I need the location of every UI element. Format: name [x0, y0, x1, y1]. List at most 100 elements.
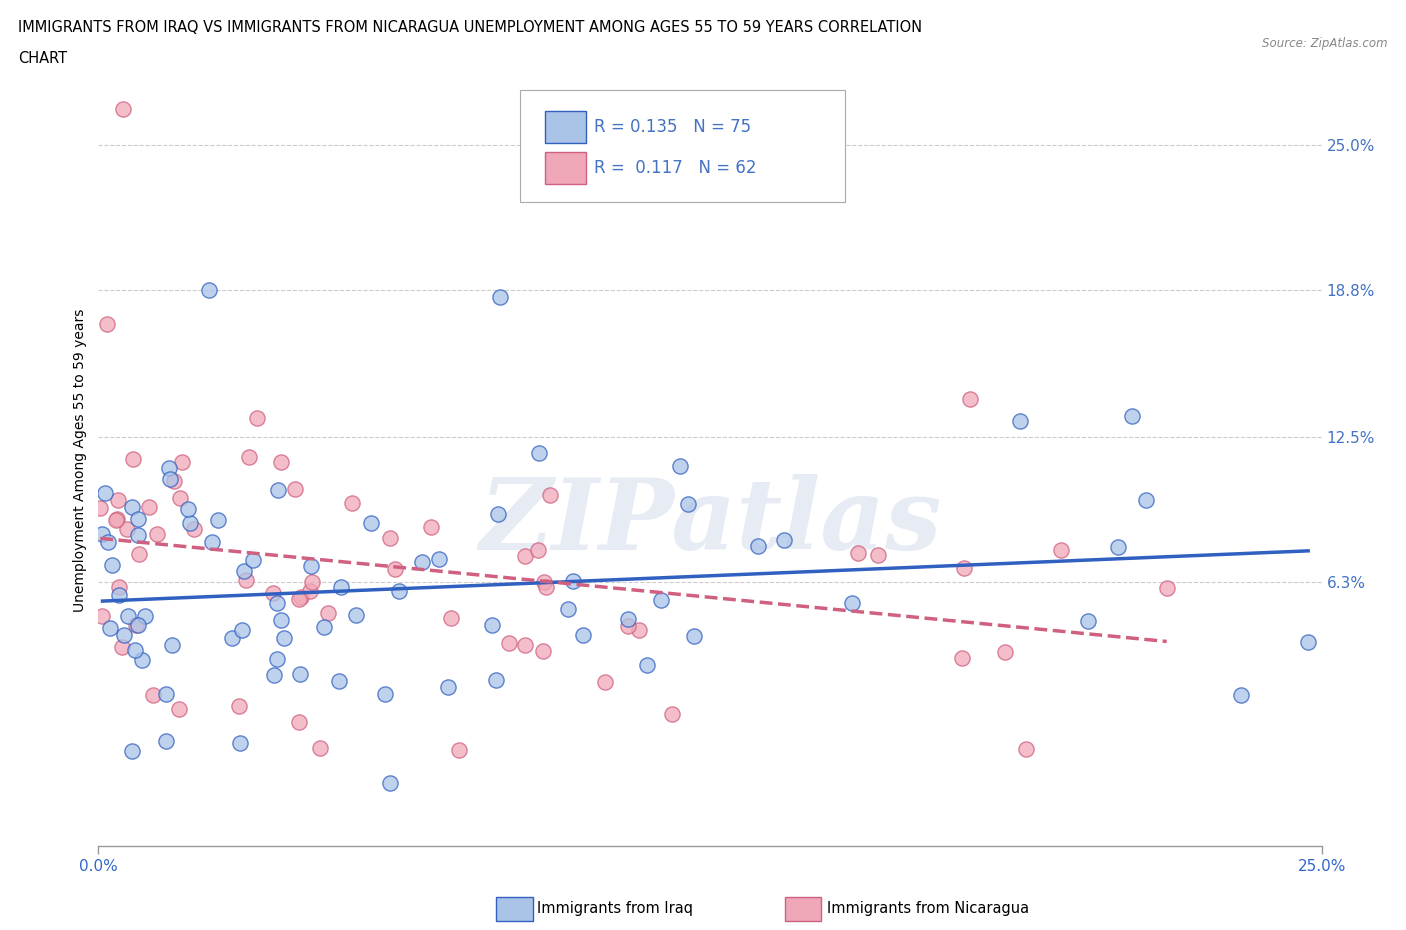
Point [1121, 409, 1143, 424]
Point [146, 527, 169, 542]
Point [617, 619, 640, 634]
Point [488, 289, 510, 304]
Point [312, 619, 335, 634]
Point [157, 460, 180, 475]
Point [117, 522, 139, 537]
Text: Immigrants from Iraq: Immigrants from Iraq [537, 901, 693, 916]
Point [117, 609, 139, 624]
Point [266, 652, 288, 667]
Point [112, 628, 135, 643]
Point [538, 488, 561, 503]
Point [309, 740, 332, 755]
Point [617, 611, 640, 626]
Point [959, 392, 981, 406]
Point [527, 445, 550, 460]
Point [228, 698, 250, 713]
Point [288, 715, 311, 730]
FancyBboxPatch shape [546, 152, 586, 184]
Text: ZIPatlas: ZIPatlas [479, 474, 941, 570]
Point [229, 736, 252, 751]
Point [107, 493, 129, 508]
Point [420, 520, 443, 535]
Point [111, 102, 134, 117]
Point [94, 485, 117, 500]
Point [262, 585, 284, 600]
Point [246, 410, 269, 425]
Point [96, 317, 118, 332]
Point [270, 613, 292, 628]
Point [1156, 580, 1178, 595]
Text: CHART: CHART [18, 51, 67, 66]
FancyBboxPatch shape [520, 90, 845, 202]
Point [131, 652, 153, 667]
Point [773, 533, 796, 548]
Point [1135, 493, 1157, 508]
Point [328, 673, 350, 688]
Point [146, 850, 169, 865]
Point [155, 734, 177, 749]
Point [127, 618, 149, 632]
Point [90, 608, 112, 623]
Point [159, 472, 181, 487]
Point [97, 535, 120, 550]
Point [288, 591, 311, 606]
Point [104, 512, 127, 527]
Point [267, 483, 290, 498]
Point [160, 637, 183, 652]
Point [98, 621, 121, 636]
Point [108, 579, 131, 594]
Point [238, 450, 260, 465]
Point [201, 535, 224, 550]
Point [299, 559, 322, 574]
Point [105, 512, 128, 526]
Text: Source: ZipAtlas.com: Source: ZipAtlas.com [1263, 37, 1388, 50]
Point [155, 686, 177, 701]
Point [562, 574, 585, 589]
Point [134, 609, 156, 624]
Point [198, 283, 221, 298]
Point [953, 561, 976, 576]
Point [107, 587, 129, 602]
Point [498, 636, 520, 651]
Point [121, 744, 143, 759]
Point [360, 515, 382, 530]
Point [242, 552, 264, 567]
Point [1050, 543, 1073, 558]
Point [486, 507, 509, 522]
Point [183, 522, 205, 537]
Point [266, 595, 288, 610]
Point [484, 672, 506, 687]
Point [513, 637, 536, 652]
Point [533, 575, 555, 590]
Point [374, 686, 396, 701]
Text: IMMIGRANTS FROM IRAQ VS IMMIGRANTS FROM NICARAGUA UNEMPLOYMENT AMONG AGES 55 TO : IMMIGRANTS FROM IRAQ VS IMMIGRANTS FROM … [18, 20, 922, 35]
Point [593, 674, 616, 689]
Point [676, 497, 699, 512]
FancyBboxPatch shape [546, 111, 586, 143]
Point [636, 658, 658, 672]
Point [121, 500, 143, 515]
Point [284, 482, 307, 497]
Point [142, 687, 165, 702]
Point [669, 459, 692, 474]
Point [411, 554, 433, 569]
Point [380, 776, 402, 790]
Point [846, 545, 869, 560]
Point [127, 528, 149, 543]
Y-axis label: Unemployment Among Ages 55 to 59 years: Unemployment Among Ages 55 to 59 years [73, 309, 87, 612]
Point [235, 572, 257, 587]
Point [950, 651, 973, 666]
Point [221, 631, 243, 645]
Point [169, 490, 191, 505]
Point [127, 512, 149, 526]
Point [1107, 539, 1129, 554]
Point [233, 564, 256, 578]
Point [288, 667, 311, 682]
Point [163, 473, 186, 488]
Point [89, 501, 111, 516]
Point [270, 455, 292, 470]
Point [747, 538, 769, 553]
Point [682, 629, 704, 644]
Point [263, 668, 285, 683]
Point [329, 579, 352, 594]
